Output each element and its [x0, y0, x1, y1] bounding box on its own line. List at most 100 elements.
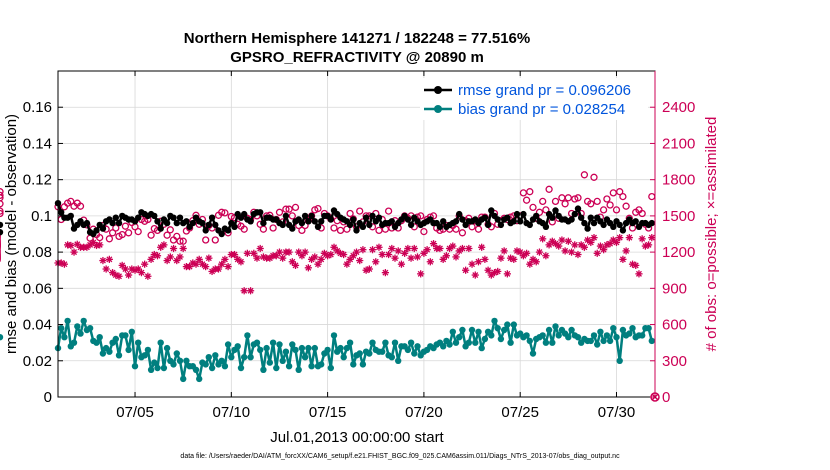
asterisk-stroke [151, 251, 158, 258]
bias-point [266, 359, 273, 366]
bias-point [301, 354, 309, 361]
obs-assimilated-point [484, 266, 492, 274]
obs-assimilated-point [214, 265, 223, 273]
bias-point [552, 323, 559, 330]
bias-point [446, 341, 453, 348]
y2-tick-label: 1200 [662, 244, 695, 261]
obs-assimilated-point [648, 234, 656, 242]
rmse-point [616, 221, 623, 229]
obs-possible-point [0, 207, 4, 215]
y2-axis-label: # of obs: o=possible; ×=assimilated [703, 117, 720, 352]
rmse-point [231, 223, 238, 230]
asterisk-stroke [90, 239, 97, 246]
asterisk-stroke [99, 257, 106, 264]
bias-point [61, 334, 68, 341]
asterisk-stroke [388, 245, 395, 252]
obs-possible-point [551, 197, 560, 206]
asterisk-stroke [180, 245, 187, 252]
obs-assimilated-point [279, 254, 287, 262]
y2-tick-label: 1800 [662, 172, 695, 189]
bias-point [382, 339, 389, 346]
asterisk-stroke [366, 266, 373, 272]
bias-point [337, 344, 344, 352]
asterisk-stroke [536, 249, 543, 256]
asterisk-stroke [334, 247, 341, 254]
obs-possible-point [593, 197, 601, 206]
asterisk-stroke [257, 245, 264, 252]
obs-possible-point [616, 188, 624, 196]
asterisk-stroke [125, 272, 132, 279]
obs-assimilated-point [436, 244, 444, 253]
obs-possible-point [147, 231, 155, 239]
asterisk-stroke [619, 256, 626, 263]
obs-assimilated-point [304, 264, 312, 272]
obs-possible-point [590, 173, 598, 181]
bias-point [350, 361, 357, 368]
asterisk-stroke [122, 266, 129, 272]
bias-point [452, 339, 460, 346]
rmse-point [619, 227, 627, 234]
asterisk-stroke [414, 253, 421, 260]
rmse-point [93, 227, 100, 234]
obs-assimilated-point [115, 272, 123, 280]
obs-assimilated-point [285, 248, 293, 256]
bias-point [131, 363, 139, 370]
bias-point [269, 339, 277, 346]
asterisk-stroke [119, 262, 126, 269]
y2-tick-label: 300 [662, 353, 687, 370]
bias-point [414, 343, 421, 350]
rmse-point [571, 210, 578, 218]
bias-point [468, 326, 476, 334]
rmse-point [305, 218, 312, 225]
bias-point [295, 366, 302, 373]
obs-assimilated-point [230, 250, 239, 259]
bias-point [504, 321, 511, 328]
obs-possible-point [96, 233, 104, 242]
asterisk-stroke [392, 255, 398, 262]
footnote: data file: /Users/raeder/DAI/ATM_forcXX/… [180, 453, 620, 460]
obs-assimilated-point [564, 237, 572, 245]
asterisk-stroke [196, 256, 203, 263]
obs-assimilated-point [632, 261, 640, 269]
x-tick-label: 07/30 [598, 404, 636, 421]
obs-possible-point [124, 229, 133, 237]
obs-possible-point [105, 235, 114, 243]
asterisk-stroke [555, 243, 562, 250]
obs-assimilated-point [462, 266, 470, 274]
obs-assimilated-point [442, 252, 450, 260]
asterisk-stroke [436, 245, 443, 252]
rmse-point [327, 216, 334, 223]
bias-point [115, 352, 123, 359]
bias-point [112, 335, 120, 343]
obs-assimilated-point [166, 253, 174, 261]
y-tick-label: 0 [44, 389, 52, 406]
asterisk-stroke [523, 250, 530, 257]
bias-point [491, 317, 498, 325]
asterisk-stroke [629, 261, 636, 268]
x-axis-label: Jul.01,2013 00:00:00 start [270, 429, 444, 446]
obs-possible-point [179, 237, 187, 245]
obs-assimilated-point [580, 243, 588, 251]
legend-bias-marker [434, 105, 442, 113]
obs-possible-point [291, 203, 300, 212]
obs-possible-point [564, 194, 572, 202]
asterisk-stroke [289, 258, 296, 265]
bias-point [346, 339, 354, 346]
obs-assimilated-point [644, 241, 653, 249]
bias-point [141, 352, 148, 359]
asterisk-stroke [356, 257, 363, 264]
obs-assimilated-point [381, 269, 389, 277]
bias-point [273, 364, 280, 372]
asterisk-stroke [507, 255, 514, 262]
bias-point [510, 321, 517, 328]
bias-point [308, 363, 315, 370]
bias-point [475, 328, 482, 335]
obs-possible-point [571, 195, 579, 203]
bias-point [565, 334, 572, 341]
obs-possible-point [0, 209, 4, 218]
rmse-point [67, 212, 75, 220]
asterisk-stroke [58, 259, 65, 266]
asterisk-stroke [539, 235, 546, 242]
bias-point [208, 364, 216, 372]
bias-point [218, 357, 225, 364]
